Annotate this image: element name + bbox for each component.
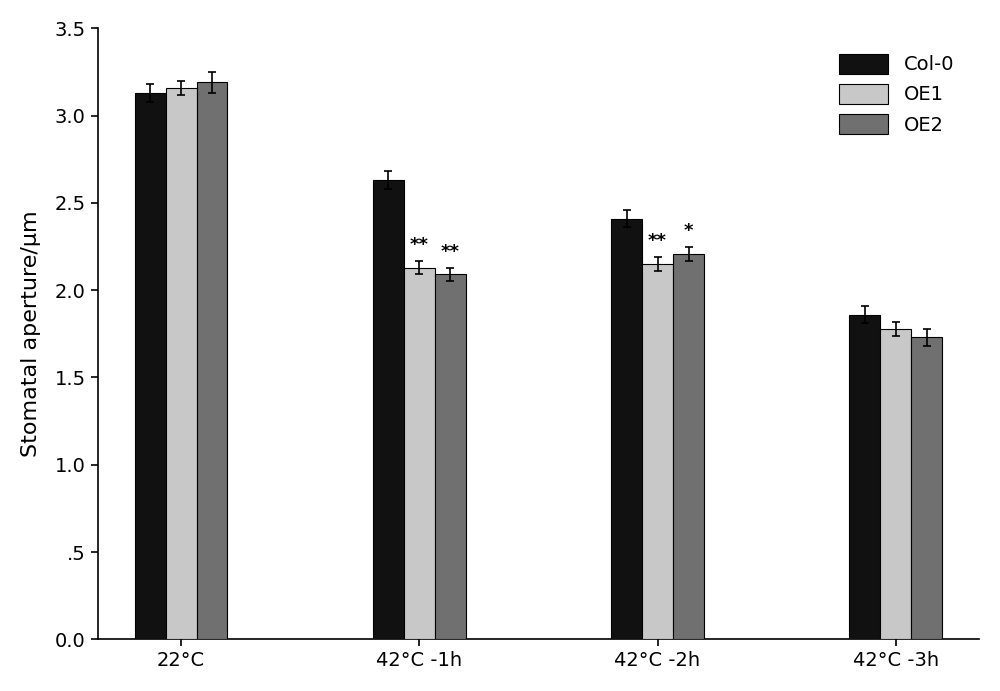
Bar <box>849 314 880 639</box>
Text: **: ** <box>441 243 460 261</box>
Y-axis label: Stomatal aperture/μm: Stomatal aperture/μm <box>21 211 41 457</box>
Bar <box>197 82 227 639</box>
Bar <box>435 274 466 639</box>
Text: **: ** <box>648 232 667 250</box>
Bar <box>611 218 642 639</box>
Bar <box>911 337 942 639</box>
Legend: Col-0, OE1, OE2: Col-0, OE1, OE2 <box>824 38 969 150</box>
Bar <box>404 267 435 639</box>
Text: **: ** <box>410 236 429 254</box>
Bar <box>642 264 673 639</box>
Bar <box>880 329 911 639</box>
Bar <box>673 254 704 639</box>
Bar <box>135 93 166 639</box>
Bar <box>166 88 197 639</box>
Bar <box>373 180 404 639</box>
Text: *: * <box>684 222 693 240</box>
